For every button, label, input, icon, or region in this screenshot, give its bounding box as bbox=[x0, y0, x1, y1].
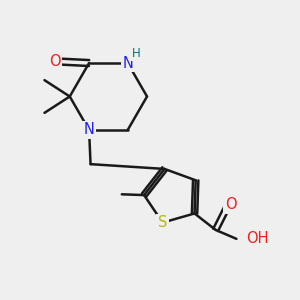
Text: O: O bbox=[49, 54, 61, 69]
Text: S: S bbox=[158, 215, 167, 230]
Text: OH: OH bbox=[246, 231, 269, 246]
Text: H: H bbox=[132, 47, 140, 60]
Text: N: N bbox=[122, 56, 133, 70]
Text: O: O bbox=[225, 197, 236, 212]
Text: N: N bbox=[84, 122, 94, 137]
